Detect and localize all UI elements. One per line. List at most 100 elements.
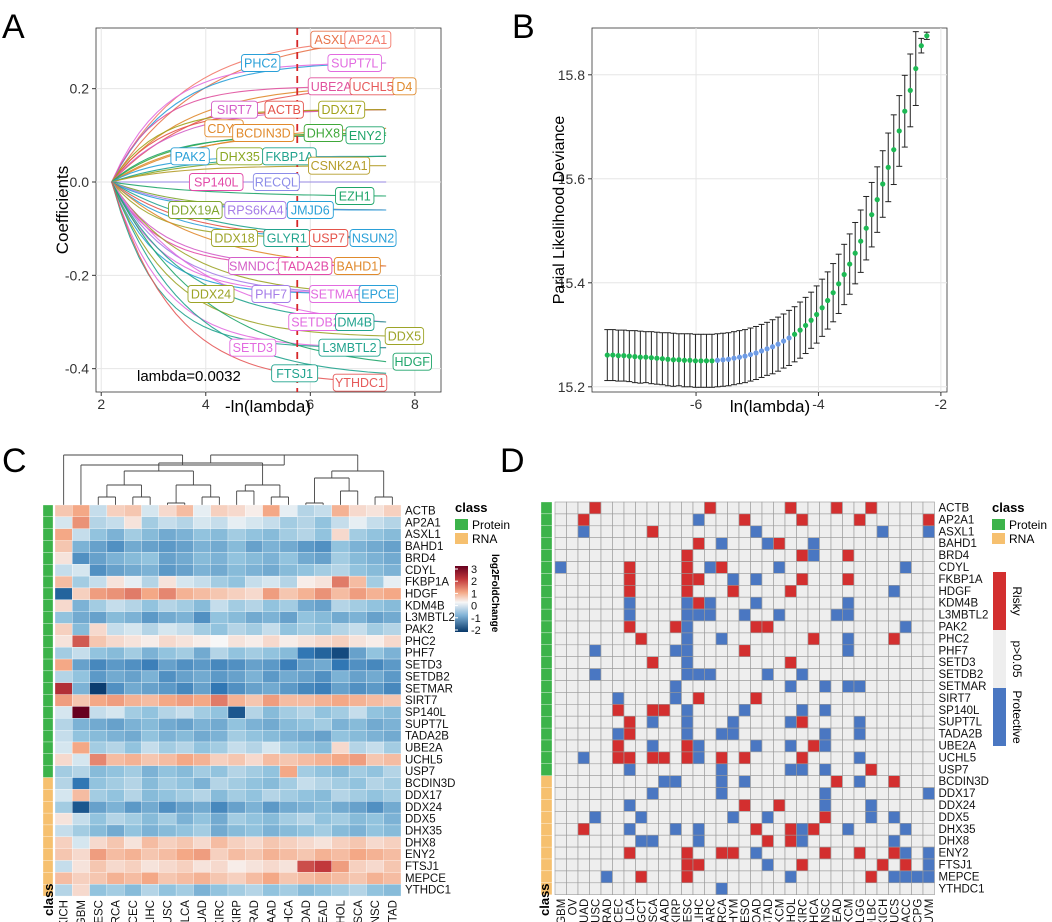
- heatmap-d-cell: [715, 846, 728, 860]
- heatmap-d-cell: [888, 799, 901, 812]
- heatmap-d-cell: [623, 692, 636, 705]
- heatmap-c-row-label: BCDIN3D: [405, 778, 455, 790]
- heatmap-d-cell: [566, 584, 579, 598]
- heatmap-c-cell: [175, 753, 194, 766]
- heatmap-d-cell: [761, 680, 774, 693]
- heatmap-c-cell: [348, 552, 367, 565]
- heatmap-d-cell: [658, 680, 671, 693]
- heatmap-d-cell: [819, 822, 832, 836]
- heatmap-c-cell: [141, 884, 159, 897]
- heatmap-d-cell: [669, 846, 682, 860]
- heatmap-d-legend-protein: Protein: [1009, 518, 1047, 532]
- heatmap-c-cell: [383, 694, 402, 707]
- heatmap-c-cell: [297, 564, 315, 577]
- heatmap-d-cell: [681, 763, 694, 776]
- heatmap-d-cell: [727, 680, 740, 693]
- heatmap-d-cell: [911, 787, 924, 800]
- heatmap-c-class-cell: [42, 516, 54, 529]
- heatmap-c-cell: [331, 753, 350, 766]
- heatmap-d-cell: [899, 608, 912, 622]
- heatmap-d-cell: [669, 584, 682, 598]
- heatmap-d-cell: [623, 751, 636, 765]
- heatmap-c-cell: [89, 670, 108, 683]
- heatmap-d-cell: [830, 799, 843, 812]
- heatmap-c-cell: [141, 765, 159, 778]
- heatmap-d-row-label: SETDB2: [939, 669, 984, 681]
- heatmap-d-cell: [612, 799, 625, 812]
- heatmap-d-cell: [554, 573, 567, 586]
- heatmap-d-cell: [577, 727, 590, 741]
- heatmap-c-cell: [54, 741, 73, 755]
- heatmap-d-cell: [589, 846, 602, 860]
- heatmap-d-cell: [922, 644, 935, 657]
- heatmap-d-cell: [911, 596, 924, 610]
- heatmap-c-cell: [314, 528, 332, 541]
- heatmap-d-cell: [830, 822, 843, 836]
- cv-point: [780, 338, 787, 344]
- heatmap-c-cell: [331, 635, 350, 648]
- heatmap-d-cell: [922, 715, 935, 729]
- colorbar: [455, 566, 468, 632]
- heatmap-d-cell: [888, 549, 901, 562]
- heatmap-d-cell: [773, 751, 786, 765]
- coef-label-box-phf7: [251, 285, 291, 303]
- heatmap-c-cell: [314, 564, 332, 577]
- heatmap-c-cell: [245, 635, 263, 648]
- heatmap-d-cell: [623, 513, 636, 527]
- heatmap-c-cell: [89, 872, 108, 885]
- heatmap-d-class-cell: [540, 787, 553, 800]
- heatmap-c-cell: [175, 658, 194, 672]
- heatmap-c-cell: [158, 552, 177, 565]
- heatmap-d-cell: [876, 501, 889, 515]
- heatmap-d-cell: [727, 644, 740, 657]
- heatmap-d-cell: [669, 525, 682, 538]
- heatmap-c-col-label: CESC: [93, 900, 105, 922]
- heatmap-d-cell: [681, 656, 694, 669]
- heatmap-c-cell: [262, 860, 281, 873]
- heatmap-d-cell: [623, 858, 636, 872]
- heatmap-c-cell: [314, 836, 332, 849]
- colorbar-tick-label: -2: [471, 625, 481, 637]
- heatmap-d-cell: [738, 596, 751, 610]
- heatmap-d-cell: [819, 680, 832, 693]
- heatmap-c-cell: [89, 848, 108, 861]
- heatmap-d-cell: [807, 680, 820, 693]
- heatmap-c-cell: [297, 718, 315, 731]
- heatmap-d-cell: [704, 680, 717, 693]
- heatmap-d-cell: [715, 632, 728, 646]
- heatmap-c-cell: [175, 860, 194, 873]
- heatmap-c-cell: [210, 623, 229, 636]
- heatmap-d-cell: [704, 513, 717, 527]
- heatmap-d-cell: [658, 870, 671, 884]
- heatmap-d-cell: [738, 870, 751, 884]
- heatmap-c-cell: [175, 647, 194, 660]
- heatmap-c-cell: [331, 575, 350, 589]
- heatmap-c-cell: [227, 564, 246, 577]
- heatmap-d-cell: [658, 834, 671, 848]
- heatmap-d-cell: [692, 549, 705, 562]
- heatmap-c-cell: [210, 789, 229, 802]
- heatmap-d-cell: [830, 811, 843, 824]
- heatmap-d-cell: [566, 822, 579, 836]
- heatmap-c-cell: [175, 741, 194, 755]
- heatmap-d-cell: [600, 811, 613, 824]
- heatmap-c-cell: [72, 635, 90, 648]
- heatmap-d-cell: [646, 846, 659, 860]
- heatmap-d-col-label: MESO: [740, 899, 752, 922]
- heatmap-c-cell: [158, 575, 177, 589]
- heatmap-c-cell: [175, 718, 194, 731]
- heatmap-c-cell: [227, 599, 246, 612]
- heatmap-d-cell: [750, 763, 763, 776]
- status-legend-protective: Protective: [1010, 690, 1024, 744]
- heatmap-c-cell: [106, 599, 125, 612]
- heatmap-c-cell: [279, 504, 298, 518]
- heatmap-d-cell: [819, 787, 832, 800]
- heatmap-c-cell: [54, 718, 73, 731]
- heatmap-d-cell: [888, 739, 901, 753]
- heatmap-d-cell: [554, 870, 567, 884]
- heatmap-d-cell: [750, 656, 763, 669]
- heatmap-d-col-label: ACC: [901, 899, 913, 922]
- heatmap-d-cell: [784, 573, 797, 586]
- heatmap-c-cell: [193, 694, 211, 707]
- heatmap-d-cell: [784, 834, 797, 848]
